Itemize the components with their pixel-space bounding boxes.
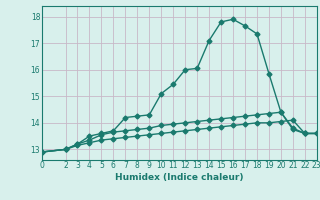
X-axis label: Humidex (Indice chaleur): Humidex (Indice chaleur) (115, 173, 244, 182)
